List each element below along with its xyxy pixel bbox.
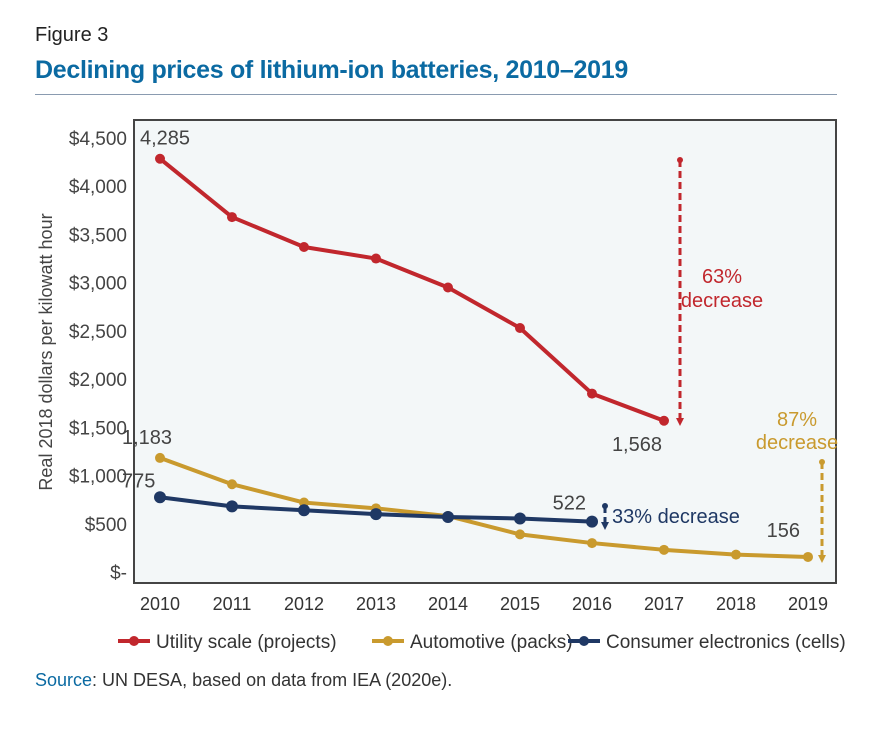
automotive-decrease-arrow-arrowhead — [818, 555, 826, 563]
legend-swatch-marker — [129, 636, 139, 646]
legend-label: Consumer electronics (cells) — [606, 632, 846, 653]
x-tick-label: 2010 — [140, 594, 180, 614]
data-point — [731, 549, 741, 560]
source-text: : UN DESA, based on data from IEA (2020e… — [92, 670, 453, 690]
automotive-decrease-arrow-start — [819, 459, 825, 465]
data-point — [443, 282, 453, 293]
x-tick-label: 2011 — [213, 594, 252, 614]
data-point — [515, 322, 525, 333]
data-point — [299, 241, 309, 252]
annotation-text: 87% — [777, 409, 817, 431]
utility-decrease-arrow-arrowhead — [676, 418, 684, 426]
legend-label: Automotive (packs) — [410, 632, 573, 653]
data-point — [803, 551, 813, 562]
y-tick-label: $3,000 — [69, 274, 127, 295]
legend-label: Utility scale (projects) — [156, 632, 337, 653]
electronics-decrease-arrow-arrowhead — [601, 522, 609, 530]
data-label: 1,183 — [122, 427, 172, 449]
x-tick-label: 2019 — [788, 594, 828, 614]
chart-title: Declining prices of lithium-ion batterie… — [35, 56, 628, 84]
data-point — [587, 538, 597, 549]
electronics-decrease-arrow-start — [602, 503, 608, 509]
data-point — [226, 500, 238, 513]
data-point — [227, 212, 237, 223]
data-label: 1,568 — [612, 434, 662, 456]
data-point — [442, 511, 454, 524]
data-point — [154, 491, 166, 504]
x-tick-label: 2015 — [500, 594, 540, 614]
y-tick-label: $- — [110, 563, 127, 584]
legend-swatch-marker — [383, 636, 393, 646]
data-point — [371, 253, 381, 264]
source-note: Source: UN DESA, based on data from IEA … — [35, 670, 452, 691]
y-tick-label: $3,500 — [69, 225, 127, 246]
data-point — [155, 452, 165, 463]
data-point — [659, 415, 669, 426]
x-tick-label: 2013 — [356, 594, 396, 614]
x-tick-label: 2012 — [284, 594, 324, 614]
y-axis-label: Real 2018 dollars per kilowatt hour — [36, 213, 56, 490]
legend-swatch-marker — [579, 636, 589, 646]
series-line-0 — [158, 157, 665, 423]
data-label: 775 — [122, 470, 155, 492]
annotation-text: 63% — [702, 266, 742, 288]
annotation-text: decrease — [756, 432, 838, 454]
data-label: 156 — [767, 520, 800, 542]
y-tick-label: $2,500 — [69, 322, 127, 343]
y-tick-label: $4,000 — [69, 177, 127, 198]
data-point — [659, 544, 669, 555]
annotation-text: 33% decrease — [612, 506, 740, 528]
source-label: Source — [35, 670, 93, 690]
series-line-1 — [159, 456, 809, 559]
y-tick-label: $2,000 — [69, 370, 127, 391]
y-tick-label: $1,500 — [69, 418, 127, 439]
x-tick-label: 2016 — [572, 594, 612, 614]
y-tick-label: $500 — [85, 515, 127, 536]
data-point — [298, 504, 310, 517]
x-tick-label: 2017 — [644, 594, 684, 614]
data-label: 4,285 — [140, 128, 190, 150]
y-tick-label: $4,500 — [69, 129, 127, 150]
title-divider — [35, 94, 837, 95]
figure-label: Figure 3 — [35, 24, 109, 46]
annotation-text: decrease — [681, 290, 763, 312]
data-point — [155, 153, 165, 164]
utility-decrease-arrow-start — [677, 157, 683, 163]
data-point — [515, 529, 525, 540]
x-tick-label: 2018 — [716, 594, 756, 614]
data-point — [514, 512, 526, 525]
data-point — [227, 479, 237, 490]
data-point — [370, 508, 382, 521]
x-tick-label: 2014 — [428, 594, 468, 614]
data-point — [587, 388, 597, 399]
y-tick-label: $1,000 — [69, 467, 127, 488]
data-label: 522 — [553, 493, 586, 515]
data-point — [586, 515, 598, 528]
